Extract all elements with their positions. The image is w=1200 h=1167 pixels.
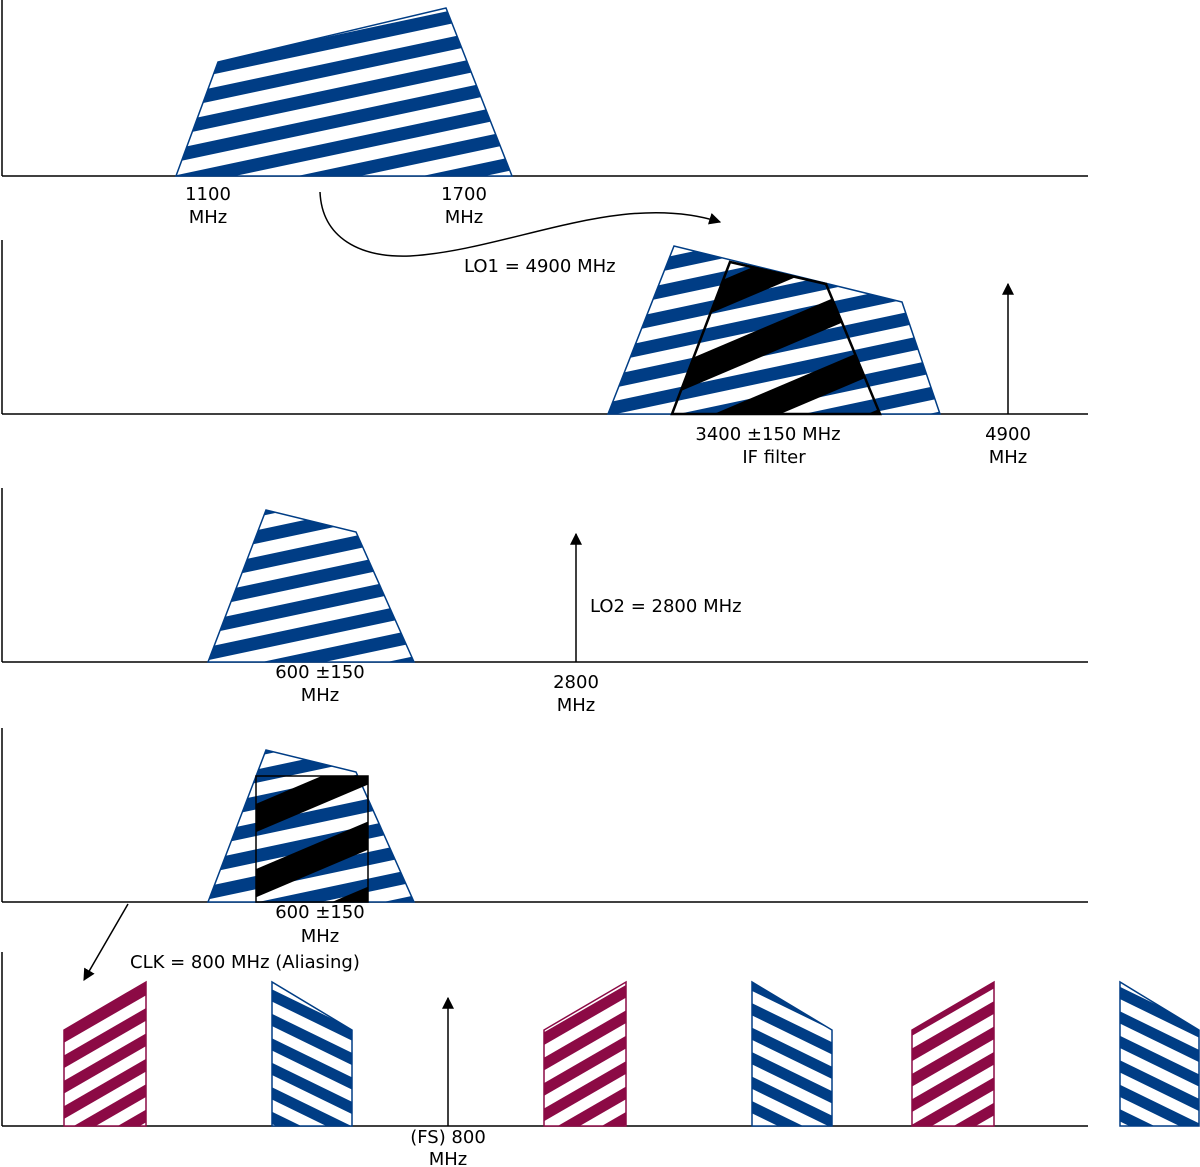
if2-filtered-unit: MHz: [301, 926, 340, 947]
panel-1-rf-input: 1100 MHz 1700 MHz: [1, 0, 1088, 228]
lo1-label: LO1 = 4900 MHz: [464, 256, 616, 277]
panel-4-filtered-if: 600 ±150 MHz: [1, 728, 1088, 947]
alias-image-5: [911, 980, 995, 1127]
band-end-unit: MHz: [445, 207, 484, 228]
lo1-freq: 4900: [985, 424, 1031, 445]
mixer-1-arrow: LO1 = 4900 MHz: [319, 191, 722, 277]
alias-image-4: [751, 980, 833, 1127]
if2-band-freq: 600 ±150: [275, 662, 365, 683]
if2-band-spectrum: [206, 509, 416, 663]
alias-image-3: [543, 980, 627, 1127]
panel-5-aliased-spectrum: (FS) 800 MHz: [1, 952, 1200, 1167]
clk-label: CLK = 800 MHz (Aliasing): [130, 952, 360, 973]
lo2-label: LO2 = 2800 MHz: [590, 596, 742, 617]
band-end-freq: 1700: [441, 184, 487, 205]
sampling-arrow-line: [83, 903, 129, 982]
anti-alias-filter-window: [255, 775, 369, 903]
if-filter-freq: 3400 ±150 MHz: [695, 424, 840, 445]
if-filter-name: IF filter: [742, 447, 806, 468]
alias-image-2: [271, 980, 353, 1127]
lo2-unit: MHz: [557, 695, 596, 716]
alias-image-6: [1119, 980, 1200, 1127]
lo1-unit: MHz: [989, 447, 1028, 468]
rf-band-spectrum: [174, 7, 514, 177]
if2-filtered-freq: 600 ±150: [275, 902, 365, 923]
band-start-freq: 1100: [185, 184, 231, 205]
panel-3-second-if: LO2 = 2800 MHz 600 ±150 MHz 2800 MHz: [1, 488, 1088, 716]
if-filter-window: [670, 260, 882, 416]
if2-band-unit: MHz: [301, 685, 340, 706]
fs-unit: MHz: [429, 1149, 468, 1167]
sampling-arrow: CLK = 800 MHz (Aliasing): [83, 903, 360, 982]
panel-2-first-if: 3400 ±150 MHz IF filter 4900 MHz: [1, 240, 1088, 468]
fs-freq: (FS) 800: [410, 1127, 486, 1148]
band-start-unit: MHz: [189, 207, 228, 228]
lo2-freq: 2800: [553, 672, 599, 693]
mixer-1-curve: [319, 191, 722, 257]
alias-image-1: [63, 980, 147, 1127]
